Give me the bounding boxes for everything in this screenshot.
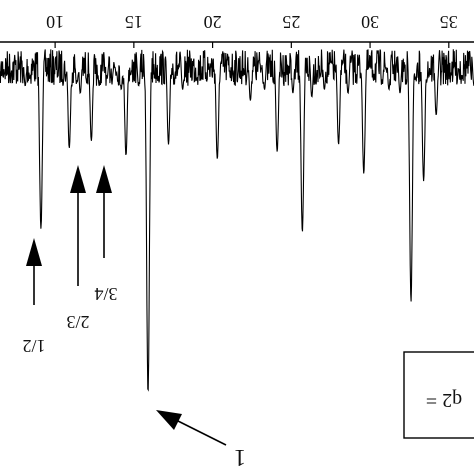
x-tick-label-10: 10 bbox=[46, 12, 64, 32]
label-1-main: 1 bbox=[234, 444, 246, 470]
arrow-3-4 bbox=[96, 165, 112, 258]
arrow-1-2 bbox=[26, 238, 42, 305]
spectrum-line bbox=[0, 49, 474, 392]
x-tick-label-20: 20 bbox=[204, 12, 222, 32]
x-axis: 10 15 20 25 30 35 bbox=[0, 12, 474, 48]
annotations: 1/2 2/3 3/4 1 q2 = bbox=[22, 165, 474, 470]
x-tick-labels: 10 15 20 25 30 35 bbox=[46, 12, 458, 32]
legend-text: q2 = bbox=[426, 389, 462, 411]
x-tick-label-15: 15 bbox=[125, 12, 143, 32]
arrow-2-3 bbox=[70, 165, 86, 286]
x-tick-label-30: 30 bbox=[361, 12, 379, 32]
x-ticks bbox=[54, 42, 450, 48]
x-tick-label-25: 25 bbox=[282, 12, 300, 32]
legend-box: q2 = bbox=[403, 351, 474, 439]
label-1-2: 1/2 bbox=[22, 336, 45, 356]
x-tick-label-35: 35 bbox=[440, 12, 458, 32]
series-line bbox=[0, 49, 474, 392]
label-2-3: 2/3 bbox=[66, 312, 89, 332]
arrow-1-main bbox=[156, 410, 227, 446]
label-3-4: 3/4 bbox=[94, 284, 117, 304]
